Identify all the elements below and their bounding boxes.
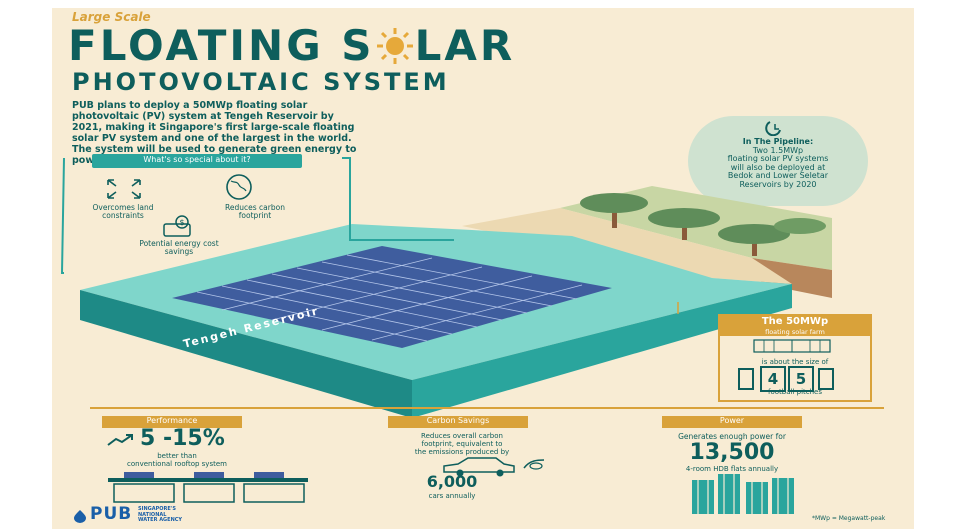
pub-tagline: SINGAPORE'S NATIONAL WATER AGENCY [138, 506, 183, 524]
efficiency-caption: better than conventional rooftop system [102, 452, 252, 468]
pipeline-title: In The Pipeline: [742, 137, 814, 146]
water-right [412, 284, 792, 418]
pub-logo: PUB [90, 504, 133, 524]
stat-heading-carbon: Carbon Savings [426, 416, 490, 425]
stat-heading-bar [388, 416, 528, 428]
goal-left-icon [738, 368, 754, 390]
size-box-title: The 50MWp [761, 316, 829, 327]
digit-box: 4 [760, 366, 786, 392]
svg-text:$: $ [180, 218, 185, 227]
efficiency-caption-line: conventional rooftop system [127, 460, 227, 468]
title-part-b: LAR [414, 21, 516, 70]
pub-tagline-line: NATIONAL [138, 511, 167, 518]
carbon-line: Reduces overall carbon [421, 432, 503, 440]
football-pitch-icon [752, 338, 832, 354]
stat-heading-performance: Performance [146, 416, 198, 425]
footnote: *MWp = Megawatt-peak [812, 515, 886, 522]
pipeline-text: In The Pipeline: Two 1.5MWp floating sol… [692, 137, 864, 189]
reservoir-illustration [60, 157, 884, 418]
size-box-line: is about the size of [761, 358, 829, 366]
special-bracket [60, 157, 65, 274]
pub-logo-icon [72, 508, 88, 523]
hdb-flats-icon [688, 474, 798, 514]
carbon-line: the emissions produced by [414, 448, 510, 456]
efficiency-value: 5 -15% [140, 426, 225, 451]
pipeline-line: Reservoirs by 2020 [739, 179, 817, 189]
carbon-text: Reduces overall carbon footprint, equiva… [382, 432, 542, 456]
stat-heading-bar [662, 416, 802, 428]
power-value: 13,500 [689, 440, 775, 465]
kicker: Large Scale [72, 10, 151, 24]
carbon-line: footprint, equivalent to [421, 440, 503, 448]
pipeline-line: Bedok and Lower Seletar [727, 171, 829, 180]
sun-icon [375, 28, 415, 64]
pipeline-line: Two 1.5MWp [752, 145, 804, 155]
special-item-3: Potential energy cost savings [139, 239, 219, 256]
tree-icons [580, 193, 826, 256]
stat-heading-power: Power [719, 416, 745, 425]
size-box-title-bar [720, 316, 870, 336]
water-front [80, 290, 412, 418]
car-icon [440, 456, 550, 478]
land-side [752, 258, 832, 298]
expand-icon [104, 176, 144, 202]
title-line-2: PHOTOVOLTAIC SYSTEM [72, 68, 450, 96]
carbon-value: 6,000 [426, 472, 478, 491]
pipeline-line: will also be deployed at [730, 162, 826, 172]
digit-box: 5 [788, 366, 814, 392]
carbon-caption: cars annually [428, 492, 476, 500]
stat-heading-bar [102, 416, 242, 428]
infographic-poster: Large Scale FLOATING S LAR PHOTOVOLTAIC S… [52, 8, 914, 529]
special-bracket-right [342, 157, 454, 241]
goal-right-icon [818, 368, 834, 390]
size-box-caption: football pitches [768, 388, 822, 396]
rooftop-buildings-icon [104, 470, 314, 504]
title-line-1: FLOATING S LAR [68, 24, 515, 68]
intro-line: solar PV system and one of the largest i… [72, 133, 352, 144]
calendar-icon [764, 120, 786, 137]
intro-line: photovoltaic (PV) system at Tengeh Reser… [72, 111, 334, 122]
special-heading: What's so special about it? [143, 155, 251, 164]
size-box-subtitle: floating solar farm [765, 328, 825, 336]
solar-panels [172, 246, 612, 348]
shore [462, 208, 792, 284]
power-caption: 4-room HDB flats annually [685, 465, 779, 473]
special-item-1: Overcomes land constraints [92, 203, 154, 220]
intro-line: PUB plans to deploy a 50MWp floating sol… [72, 100, 308, 111]
power-line: Generates enough power for [678, 432, 786, 441]
pub-tagline-line: WATER AGENCY [138, 517, 183, 523]
trend-up-icon [106, 432, 136, 446]
pub-tagline-line: SINGAPORE'S [138, 506, 176, 512]
globe-icon [222, 172, 256, 202]
money-icon: $ [160, 214, 196, 240]
pipeline-line: floating solar PV systems [727, 154, 829, 163]
intro-line: The system will be used to generate gree… [72, 144, 357, 155]
pipeline-circle [688, 116, 868, 206]
special-heading-bar [92, 154, 302, 168]
efficiency-caption-line: better than [157, 452, 197, 460]
intro-line: 2021, making it Singapore's first large-… [72, 122, 355, 133]
special-item-2: Reduces carbon footprint [225, 203, 285, 220]
title-part-a: FLOATING S [68, 21, 375, 70]
